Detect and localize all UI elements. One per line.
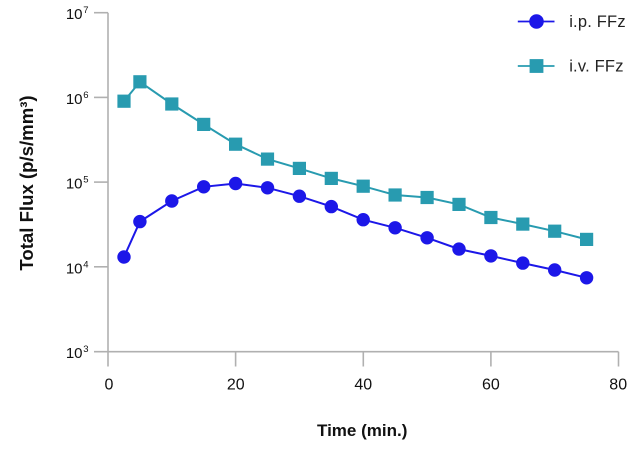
svg-text:0: 0 [105, 377, 114, 394]
svg-text:60: 60 [482, 377, 500, 394]
svg-text:3: 3 [83, 344, 88, 355]
svg-text:80: 80 [609, 377, 627, 394]
svg-text:6: 6 [83, 90, 88, 101]
svg-text:4: 4 [83, 259, 88, 270]
svg-text:i.v. FFz: i.v. FFz [569, 57, 623, 75]
svg-text:10: 10 [66, 176, 83, 193]
svg-text:i.p. FFz: i.p. FFz [569, 13, 626, 31]
svg-text:5: 5 [83, 175, 88, 186]
svg-text:10: 10 [66, 260, 83, 277]
svg-text:40: 40 [354, 377, 372, 394]
svg-text:20: 20 [227, 377, 245, 394]
svg-text:10: 10 [66, 345, 83, 362]
svg-text:10: 10 [66, 6, 83, 23]
svg-text:10: 10 [66, 91, 83, 108]
svg-text:7: 7 [83, 5, 88, 16]
